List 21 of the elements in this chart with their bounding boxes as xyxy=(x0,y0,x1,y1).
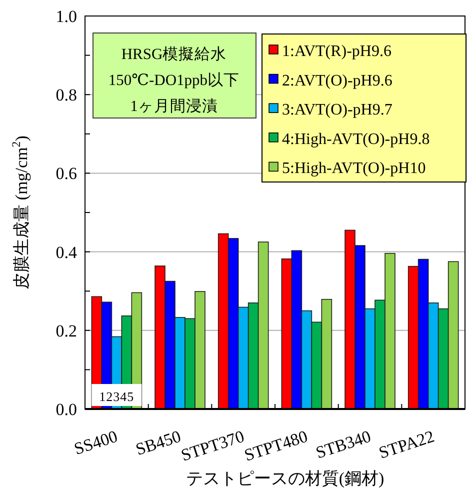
x-tick-label: STPA22 xyxy=(376,426,437,462)
legend-label: 4:High-AVT(O)-pH9.8 xyxy=(282,130,430,148)
y-tick-label: 0.8 xyxy=(56,86,77,105)
legend-label: 1:AVT(R)-pH9.6 xyxy=(282,43,392,60)
legend-label: 5:High-AVT(O)-pH10 xyxy=(282,160,426,178)
annotation: 150℃-DO1ppb以下 xyxy=(108,71,240,89)
legend-label: 2:AVT(O)-pH9.6 xyxy=(282,72,392,90)
annotation: 12345 xyxy=(99,389,134,404)
x-axis-title: テストピースの材質(鋼材) xyxy=(186,469,384,488)
x-tick-label: STB340 xyxy=(313,426,374,462)
note-box: HRSG模擬給水 150℃-DO1ppb以下 1ヶ月間浸漬 xyxy=(92,32,256,118)
y-tick-label: 1.0 xyxy=(56,7,77,26)
x-tick-label: SS400 xyxy=(72,426,120,459)
y-tick-label: 0.2 xyxy=(56,321,77,340)
y-tick-label: 0.4 xyxy=(56,242,78,262)
y-tick-label: 0.0 xyxy=(56,400,77,419)
annotation: HRSG模擬給水 xyxy=(121,45,227,63)
y-tick-label: 0.6 xyxy=(56,164,77,184)
annotation: 1ヶ月間浸漬 xyxy=(130,97,218,115)
bar-index-labels: 12345 xyxy=(92,384,142,406)
legend-label: 3:AVT(O)-pH9.7 xyxy=(282,102,392,119)
